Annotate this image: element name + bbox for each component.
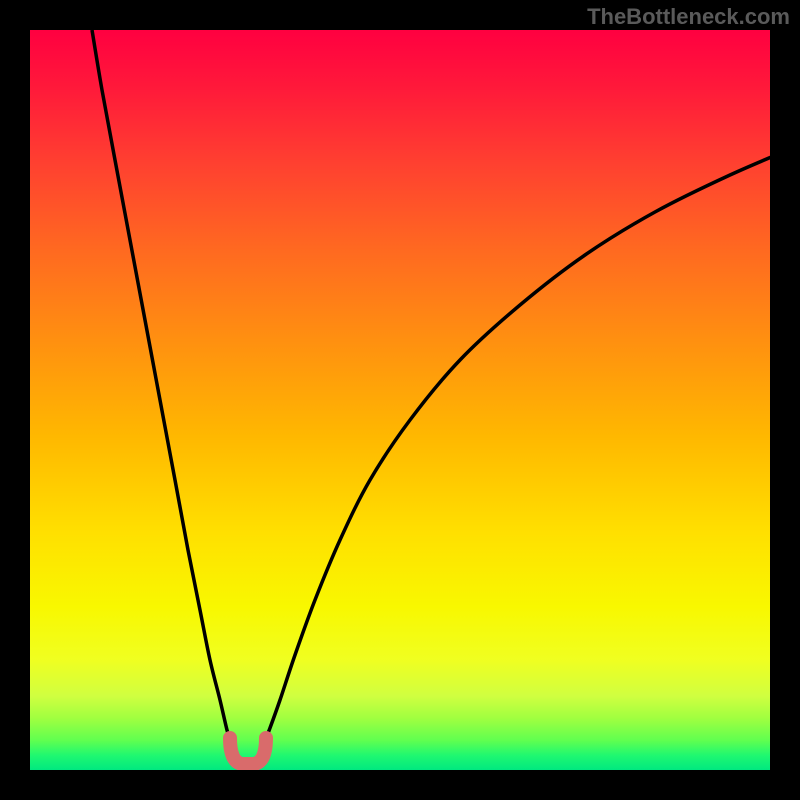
watermark-text: TheBottleneck.com xyxy=(587,4,790,30)
gradient-background xyxy=(30,30,770,770)
curve-overlay-svg xyxy=(30,30,770,770)
plot-area xyxy=(30,30,770,770)
chart-container: TheBottleneck.com xyxy=(0,0,800,800)
